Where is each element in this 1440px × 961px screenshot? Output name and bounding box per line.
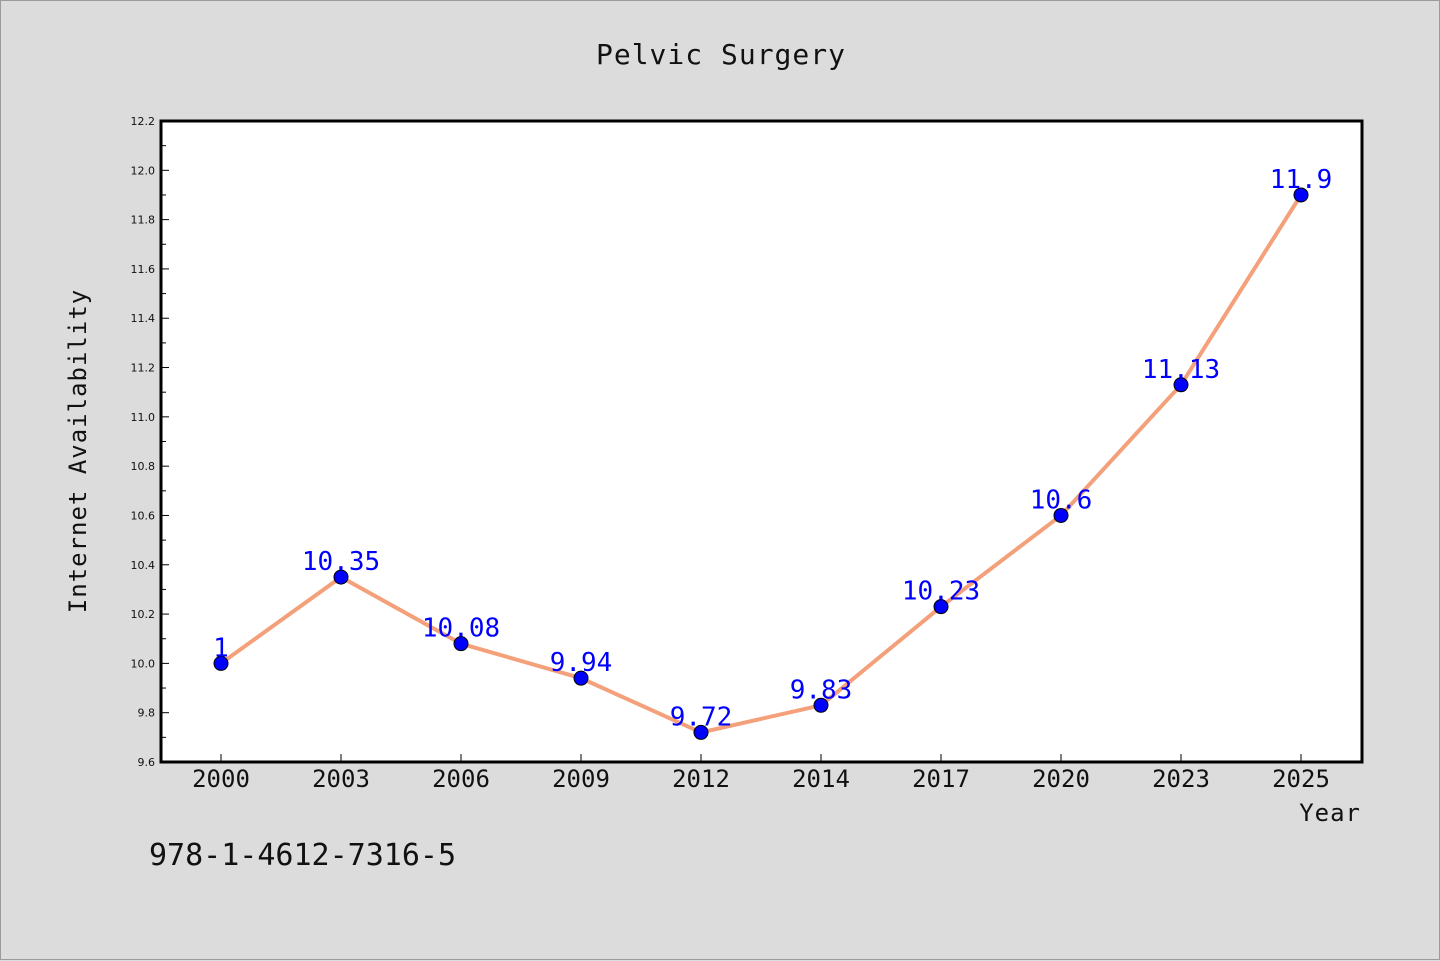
y-axis-label: Internet Availability: [64, 289, 92, 613]
y-tick-label: 9.6: [138, 756, 156, 769]
data-label: 9.94: [550, 648, 613, 678]
y-tick-label: 12.2: [131, 115, 156, 128]
y-tick-label: 10.4: [131, 559, 156, 572]
x-tick-label: 2012: [672, 765, 730, 793]
data-label: 10.23: [902, 577, 980, 607]
y-tick-label: 11.6: [131, 263, 156, 276]
plot-area: [159, 119, 1364, 764]
data-point-marker: [333, 569, 349, 585]
y-tick-label: 10.8: [131, 460, 156, 473]
data-point-marker: [693, 724, 709, 740]
series-path: [219, 192, 1303, 735]
data-point-marker: [453, 636, 469, 652]
x-axis-label: Year: [1299, 799, 1361, 827]
chart-title: Pelvic Surgery: [596, 38, 846, 71]
data-point-marker: [1053, 507, 1069, 523]
data-point-marker: [1173, 377, 1189, 393]
x-tick-label: 2020: [1032, 765, 1090, 793]
footer-isbn-text: 978-1-4612-7316-5: [149, 838, 456, 873]
y-tick-label: 10.2: [131, 608, 156, 621]
data-label: 10.6: [1030, 485, 1093, 515]
x-tick-label: 2000: [192, 765, 250, 793]
data-point-marker: [813, 697, 829, 713]
data-point-marker: [573, 670, 589, 686]
y-tick-label: 11.4: [131, 312, 156, 325]
y-axis: 9.6 9.8 10.0 10.2 10.4 10.6 10.8 11.0 11.2 11.4 11…: [131, 115, 169, 769]
data-label: 10.35: [302, 547, 380, 577]
data-label: 9.83: [790, 675, 853, 705]
data-point-marker: [1293, 187, 1309, 203]
series-line: [213, 187, 1309, 740]
y-tick-label: 11.2: [131, 362, 156, 375]
data-point-marker: [213, 655, 229, 671]
y-tick-label: 11.0: [131, 411, 156, 424]
y-tick-label: 12.0: [131, 164, 156, 177]
data-point-marker: [933, 599, 949, 615]
x-tick-label: 2003: [312, 765, 370, 793]
y-tick-label: 10.6: [131, 509, 156, 522]
x-tick-label: 2023: [1152, 765, 1210, 793]
x-tick-label: 2025: [1272, 765, 1330, 793]
x-tick-label: 2006: [432, 765, 490, 793]
x-tick-label: 2017: [912, 765, 970, 793]
y-tick-label: 9.8: [138, 707, 156, 720]
data-label: 11.13: [1142, 355, 1220, 385]
data-label: 9.72: [670, 702, 733, 732]
data-label: 10.08: [422, 614, 500, 644]
x-tick-label: 2009: [552, 765, 610, 793]
x-tick-label: 2014: [792, 765, 850, 793]
data-label: 1: [213, 633, 229, 663]
data-label: 11.9: [1270, 165, 1333, 195]
y-tick-label: 10.0: [131, 657, 156, 670]
data-labels: 1 10.35 10.08 9.94 9.72 9.83 10.23 10.6 11.13 11.…: [213, 165, 1332, 732]
x-axis: 2000 2003 2006 2009 2012 2014 2017 2020 2023 2025: [192, 754, 1330, 793]
y-tick-label: 11.8: [131, 214, 156, 227]
